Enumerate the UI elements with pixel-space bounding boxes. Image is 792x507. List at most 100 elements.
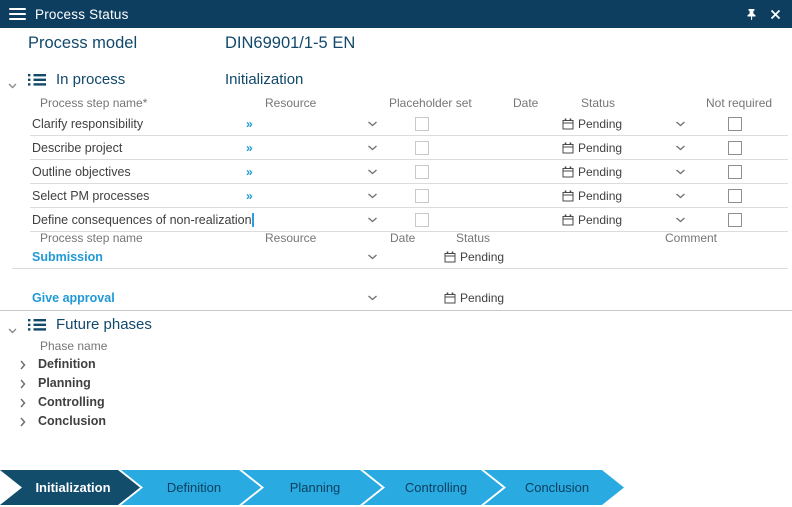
phase-name: Definition bbox=[38, 357, 96, 371]
menu-icon[interactable] bbox=[9, 8, 26, 20]
placeholder-checkbox[interactable] bbox=[415, 188, 429, 203]
column-header-resource: Resource bbox=[265, 96, 317, 110]
calendar-icon[interactable] bbox=[444, 251, 456, 263]
section-divider bbox=[0, 310, 792, 311]
column-header-step: Process step name bbox=[40, 231, 143, 245]
resource-link[interactable]: » bbox=[246, 140, 253, 155]
status-value[interactable]: Pending bbox=[578, 140, 623, 155]
chevron-down-icon[interactable] bbox=[367, 144, 378, 151]
calendar-icon[interactable] bbox=[562, 190, 574, 202]
placeholder-checkbox[interactable] bbox=[415, 164, 429, 179]
column-header-date: Date bbox=[390, 231, 416, 245]
chevron-down-icon[interactable] bbox=[675, 120, 686, 127]
window-title: Process Status bbox=[35, 6, 129, 22]
column-header-placeholder: Placeholder set bbox=[389, 96, 472, 110]
collapse-chevron-icon[interactable] bbox=[8, 76, 17, 94]
status-value[interactable]: Pending bbox=[578, 116, 623, 131]
list-item[interactable]: Planning bbox=[0, 375, 792, 394]
list-item[interactable]: Conclusion bbox=[0, 413, 792, 432]
placeholder-checkbox[interactable] bbox=[415, 212, 429, 227]
not-required-checkbox[interactable] bbox=[728, 212, 742, 227]
process-steps-table: Clarify responsibility » Pending Describ… bbox=[0, 112, 792, 232]
phase-arrow-definition[interactable]: Definition bbox=[121, 470, 261, 505]
calendar-icon[interactable] bbox=[562, 214, 574, 226]
section-future-phases: Future phases bbox=[0, 315, 792, 335]
chevron-down-icon[interactable] bbox=[675, 168, 686, 175]
chevron-down-icon[interactable] bbox=[367, 216, 378, 223]
chevron-down-icon[interactable] bbox=[367, 254, 378, 261]
chevron-down-icon[interactable] bbox=[367, 120, 378, 127]
chevron-down-icon[interactable] bbox=[675, 144, 686, 151]
column-header-date: Date bbox=[513, 96, 539, 110]
calendar-icon[interactable] bbox=[444, 292, 456, 304]
status-value[interactable]: Pending bbox=[578, 188, 623, 203]
placeholder-checkbox[interactable] bbox=[415, 140, 429, 155]
process-step-name[interactable]: Outline objectives bbox=[32, 164, 131, 179]
expand-chevron-icon[interactable] bbox=[20, 398, 26, 408]
status-value: Pending bbox=[460, 250, 505, 264]
text-cursor bbox=[252, 212, 254, 227]
resource-link[interactable]: » bbox=[246, 116, 253, 131]
resource-link[interactable]: » bbox=[246, 164, 253, 179]
title-bar: Process Status bbox=[0, 0, 792, 28]
table-row: Outline objectives » Pending bbox=[30, 160, 788, 184]
column-header-status: Status bbox=[581, 96, 616, 110]
chevron-down-icon[interactable] bbox=[675, 216, 686, 223]
not-required-checkbox[interactable] bbox=[728, 140, 742, 155]
resource-link[interactable]: » bbox=[246, 188, 253, 203]
expand-chevron-icon[interactable] bbox=[20, 417, 26, 427]
chevron-down-icon[interactable] bbox=[675, 192, 686, 199]
expand-chevron-icon[interactable] bbox=[20, 379, 26, 389]
not-required-checkbox[interactable] bbox=[728, 164, 742, 179]
current-phase-name: Initialization bbox=[225, 71, 304, 88]
pin-icon[interactable] bbox=[744, 7, 758, 21]
table-row: Submission Pending bbox=[0, 246, 792, 268]
phase-arrow-initialization[interactable]: Initialization bbox=[0, 470, 140, 505]
not-required-checkbox[interactable] bbox=[728, 116, 742, 131]
status-value[interactable]: Pending bbox=[578, 164, 623, 179]
close-icon[interactable] bbox=[768, 7, 782, 21]
list-item[interactable]: Controlling bbox=[0, 394, 792, 413]
milestone-link[interactable]: Give approval bbox=[32, 291, 115, 305]
collapse-chevron-icon[interactable] bbox=[8, 321, 17, 339]
process-model-value: DIN69901/1-5 EN bbox=[225, 34, 356, 52]
process-step-name[interactable]: Describe project bbox=[32, 140, 123, 155]
list-icon bbox=[28, 73, 46, 92]
phase-name: Controlling bbox=[38, 395, 105, 409]
table-row: Give approval Pending bbox=[0, 287, 792, 309]
phase-arrow-planning[interactable]: Planning bbox=[242, 470, 382, 505]
chevron-down-icon[interactable] bbox=[367, 192, 378, 199]
milestone-link[interactable]: Submission bbox=[32, 250, 103, 264]
phase-arrow-controlling[interactable]: Controlling bbox=[363, 470, 503, 505]
not-required-checkbox[interactable] bbox=[728, 188, 742, 203]
table-row: Define consequences of non-realization P… bbox=[30, 208, 788, 232]
chevron-down-icon[interactable] bbox=[367, 168, 378, 175]
section-in-process: In process Initialization bbox=[0, 70, 792, 90]
list-item[interactable]: Definition bbox=[0, 356, 792, 375]
process-step-name[interactable]: Clarify responsibility bbox=[32, 116, 144, 131]
phase-flow: Initialization Definition Planning Contr… bbox=[0, 470, 624, 505]
chevron-down-icon[interactable] bbox=[367, 295, 378, 302]
expand-chevron-icon[interactable] bbox=[20, 360, 26, 370]
phase-arrow-conclusion[interactable]: Conclusion bbox=[484, 470, 624, 505]
row-divider bbox=[12, 268, 788, 269]
column-header-not-required: Not required bbox=[706, 96, 773, 110]
column-header-comment: Comment bbox=[665, 231, 718, 245]
section-title[interactable]: In process bbox=[56, 71, 126, 88]
column-header-status: Status bbox=[456, 231, 491, 245]
calendar-icon[interactable] bbox=[562, 166, 574, 178]
calendar-icon[interactable] bbox=[562, 142, 574, 154]
list-icon bbox=[28, 318, 46, 337]
process-step-name[interactable]: Define consequences of non-realization bbox=[32, 212, 252, 227]
process-model-label: Process model bbox=[28, 34, 138, 52]
status-value[interactable]: Pending bbox=[578, 212, 623, 227]
placeholder-checkbox[interactable] bbox=[415, 116, 429, 131]
table-row: Describe project » Pending bbox=[30, 136, 788, 160]
calendar-icon[interactable] bbox=[562, 118, 574, 130]
column-header-resource: Resource bbox=[265, 231, 317, 245]
section-title[interactable]: Future phases bbox=[56, 316, 152, 333]
process-step-name[interactable]: Select PM processes bbox=[32, 188, 150, 203]
column-header-step: Process step name* bbox=[40, 96, 148, 110]
phase-name: Planning bbox=[38, 376, 91, 390]
